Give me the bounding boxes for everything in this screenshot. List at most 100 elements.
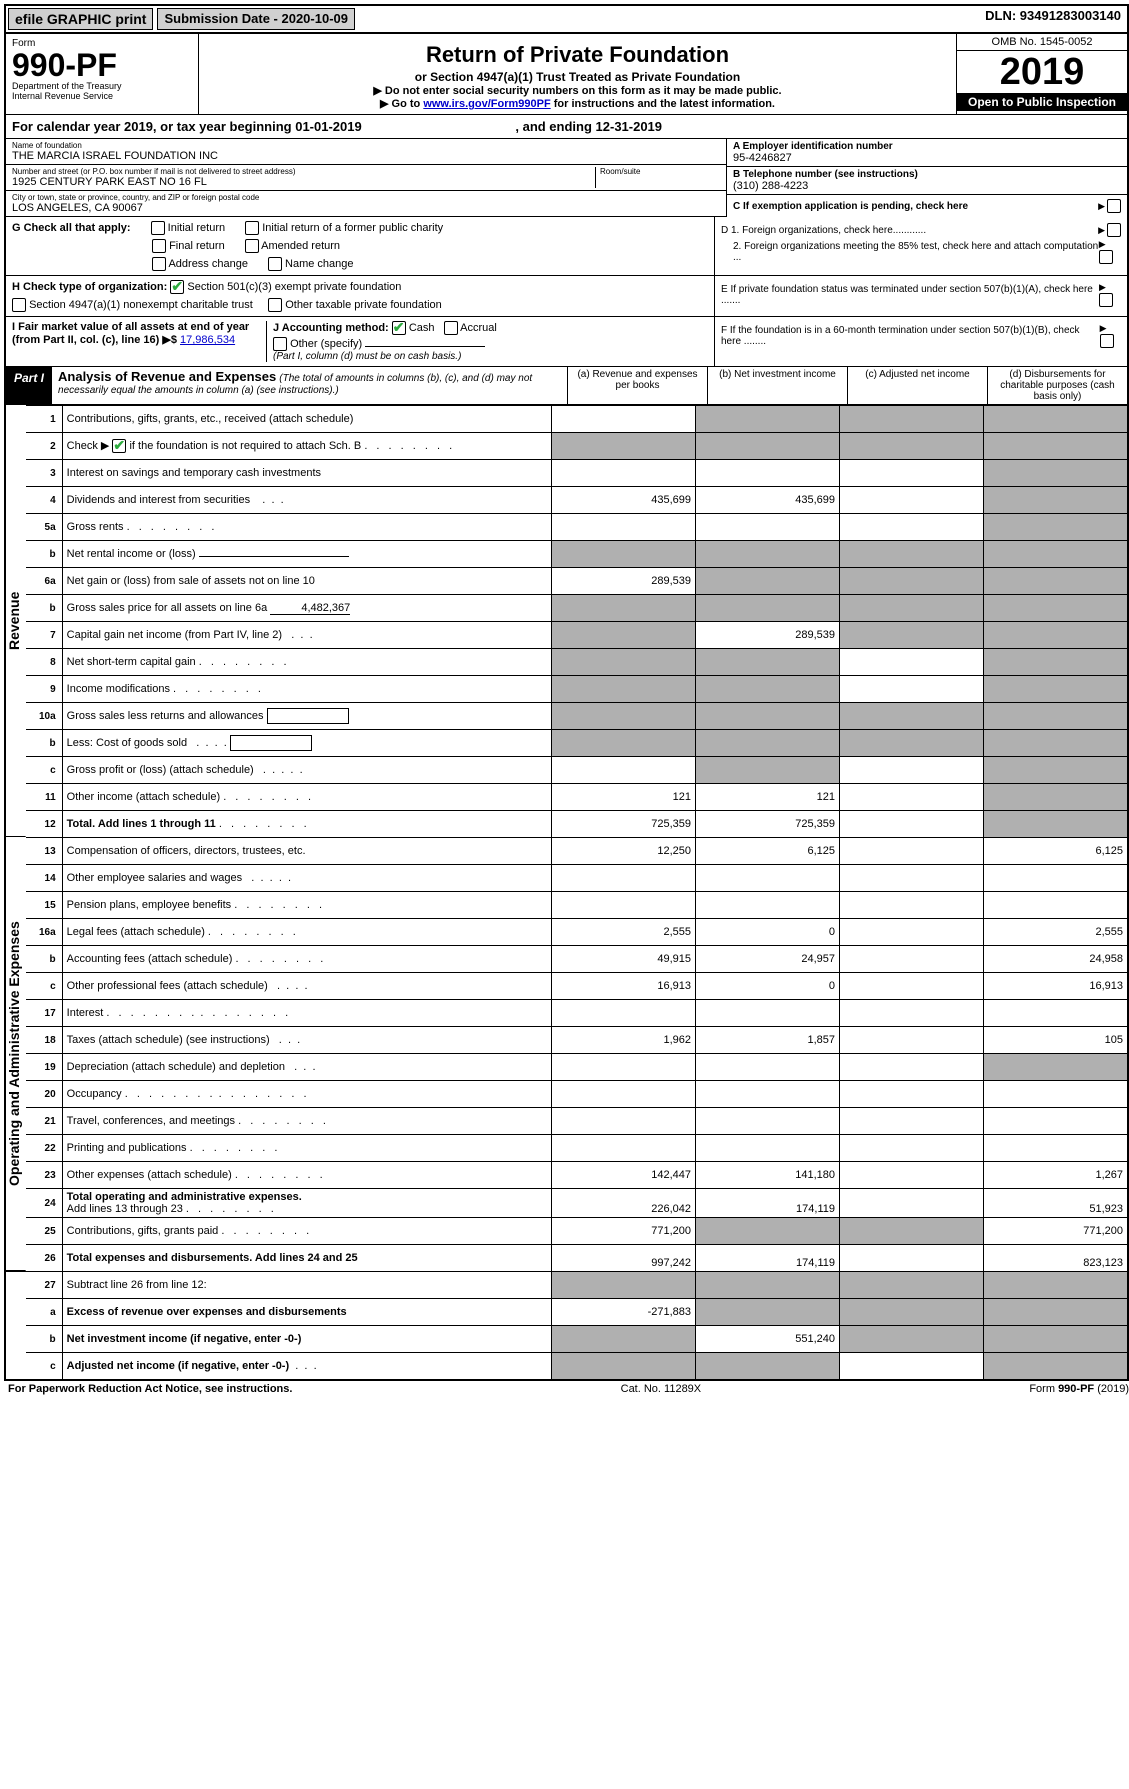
e-right: E If private foundation status was termi… (714, 276, 1127, 316)
val-23b: 141,180 (696, 1162, 840, 1189)
initial-checkbox[interactable] (151, 221, 165, 235)
other-method-checkbox[interactable] (273, 337, 287, 351)
val-18a: 1,962 (552, 1027, 696, 1054)
f-checkbox[interactable] (1100, 334, 1114, 348)
top-bar: efile GRAPHIC print Submission Date - 20… (6, 6, 1127, 34)
e-label: E If private foundation status was termi… (721, 284, 1099, 306)
subtract-table: 27Subtract line 26 from line 12: aExcess… (26, 1271, 1127, 1379)
initial-label: Initial return (168, 222, 225, 234)
val-4b: 435,699 (696, 487, 840, 514)
line-15: Pension plans, employee benefits (62, 892, 551, 919)
subtract-section: 27Subtract line 26 from line 12: aExcess… (6, 1271, 1127, 1379)
val-24a: 226,042 (552, 1189, 696, 1218)
amended-checkbox[interactable] (245, 239, 259, 253)
ij-checks: I Fair market value of all assets at end… (6, 317, 1127, 366)
schb-checkbox[interactable] (112, 439, 126, 453)
f-right: F If the foundation is in a 60-month ter… (714, 317, 1127, 366)
note2-post: for instructions and the latest informat… (554, 98, 775, 110)
val-12a: 725,359 (552, 811, 696, 838)
addr-label: Number and street (or P.O. box number if… (12, 167, 595, 176)
line-1: Contributions, gifts, grants, etc., rece… (62, 406, 551, 433)
d2-checkbox[interactable] (1099, 250, 1113, 264)
revenue-section: Revenue 1Contributions, gifts, grants, e… (6, 405, 1127, 837)
other-taxable-checkbox[interactable] (268, 298, 282, 312)
val-16bb: 24,957 (696, 946, 840, 973)
val-24b: 174,119 (696, 1189, 840, 1218)
col-a-header: (a) Revenue and expenses per books (567, 367, 707, 404)
501c3-checkbox[interactable] (170, 280, 184, 294)
info-left: Name of foundation THE MARCIA ISRAEL FOU… (6, 139, 726, 217)
cal-year-begin: For calendar year 2019, or tax year begi… (12, 119, 362, 134)
val-25d: 771,200 (984, 1218, 1128, 1245)
val-4a: 435,699 (552, 487, 696, 514)
other-method-label: Other (specify) (290, 338, 362, 350)
line-16a: Legal fees (attach schedule) (62, 919, 551, 946)
addr-change-checkbox[interactable] (152, 257, 166, 271)
col-d-header: (d) Disbursements for charitable purpose… (987, 367, 1127, 404)
header-center: Return of Private Foundation or Section … (199, 34, 956, 114)
cal-year-end: , and ending 12-31-2019 (515, 119, 662, 134)
final-checkbox[interactable] (152, 239, 166, 253)
line-20: Occupancy (62, 1081, 551, 1108)
name-change-label: Name change (285, 258, 354, 270)
irs-link[interactable]: www.irs.gov/Form990PF (423, 98, 550, 110)
accrual-checkbox[interactable] (444, 321, 458, 335)
val-11b: 121 (696, 784, 840, 811)
line-3: Interest on savings and temporary cash i… (62, 460, 551, 487)
name-cell: Name of foundation THE MARCIA ISRAEL FOU… (6, 139, 726, 165)
submission-date: Submission Date - 2020-10-09 (157, 8, 355, 30)
g-label: G Check all that apply: (12, 222, 131, 234)
footer-left: For Paperwork Reduction Act Notice, see … (8, 1383, 292, 1395)
val-26d: 823,123 (984, 1245, 1128, 1272)
val-12b: 725,359 (696, 811, 840, 838)
ein-label: A Employer identification number (733, 141, 1121, 152)
val-11a: 121 (552, 784, 696, 811)
line-5a: Gross rents (62, 514, 551, 541)
4947-checkbox[interactable] (12, 298, 26, 312)
phone-label: B Telephone number (see instructions) (733, 169, 1121, 180)
dln: DLN: 93491283003140 (979, 6, 1127, 32)
line-24: Total operating and administrative expen… (62, 1189, 551, 1218)
line-27: Subtract line 26 from line 12: (62, 1272, 551, 1299)
val-26a: 997,242 (552, 1245, 696, 1272)
header-row: Form 990-PF Department of the Treasury I… (6, 34, 1127, 114)
line-14: Other employee salaries and wages . . . … (62, 865, 551, 892)
line-7: Capital gain net income (from Part IV, l… (62, 622, 551, 649)
line-17: Interest (62, 1000, 551, 1027)
footer-right: Form 990-PF (2019) (1029, 1383, 1129, 1395)
e-checkbox[interactable] (1099, 293, 1113, 307)
line-26: Total expenses and disbursements. Add li… (62, 1245, 551, 1272)
addr-cell: Number and street (or P.O. box number if… (6, 165, 726, 191)
exempt-checkbox[interactable] (1107, 199, 1121, 213)
val-6b: 4,482,367 (270, 602, 350, 615)
form-number: 990-PF (12, 49, 192, 81)
foundation-name: THE MARCIA ISRAEL FOUNDATION INC (12, 150, 720, 162)
foundation-addr: 1925 CENTURY PARK EAST NO 16 FL (12, 176, 595, 188)
line-5b: Net rental income or (loss) (62, 541, 551, 568)
exempt-label: C If exemption application is pending, c… (733, 201, 968, 212)
cash-checkbox[interactable] (392, 321, 406, 335)
form-subtitle: or Section 4947(a)(1) Trust Treated as P… (203, 70, 952, 84)
submission-date-label: Submission Date - 2020-10-09 (164, 11, 348, 26)
name-change-checkbox[interactable] (268, 257, 282, 271)
line-25: Contributions, gifts, grants paid (62, 1218, 551, 1245)
line-12: Total. Add lines 1 through 11 (62, 811, 551, 838)
phone-cell: B Telephone number (see instructions) (3… (727, 167, 1127, 195)
val-18b: 1,857 (696, 1027, 840, 1054)
val-13b: 6,125 (696, 838, 840, 865)
i-value[interactable]: 17,986,534 (180, 334, 235, 346)
initial-former-checkbox[interactable] (245, 221, 259, 235)
revenue-side-label: Revenue (6, 405, 26, 837)
d1-checkbox[interactable] (1107, 223, 1121, 237)
initial-former-label: Initial return of a former public charit… (262, 222, 443, 234)
h-label: H Check type of organization: (12, 281, 167, 293)
dept-label: Department of the Treasury (12, 81, 192, 91)
efile-button[interactable]: efile GRAPHIC print (8, 8, 153, 30)
tax-year: 2019 (957, 51, 1127, 93)
val-16cd: 16,913 (984, 973, 1128, 1000)
line-22: Printing and publications (62, 1135, 551, 1162)
expenses-side-label: Operating and Administrative Expenses (6, 837, 26, 1271)
line-27b: Net investment income (if negative, ente… (62, 1326, 551, 1353)
col-b-header: (b) Net investment income (707, 367, 847, 404)
revenue-table: 1Contributions, gifts, grants, etc., rec… (26, 405, 1127, 837)
